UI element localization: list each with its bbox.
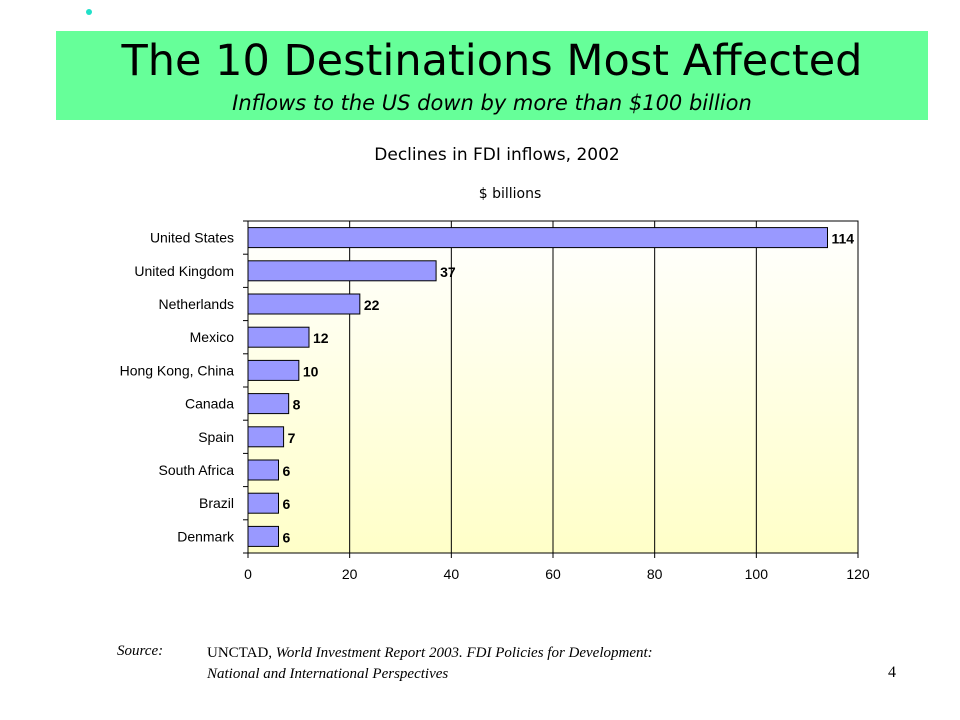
category-label: South Africa	[159, 462, 235, 478]
data-label: 7	[288, 430, 296, 446]
x-tick-label: 20	[342, 566, 358, 582]
slide-subtitle: Inflows to the US down by more than $100…	[232, 91, 752, 115]
bar	[247, 227, 828, 249]
bullet-marker	[86, 9, 92, 15]
source-report-line2: National and International Perspectives	[207, 666, 449, 682]
data-label: 37	[440, 264, 456, 280]
category-label: United Kingdom	[134, 263, 234, 279]
source-report-line1: World Investment Report 2003. FDI Polici…	[275, 645, 653, 661]
category-label: Spain	[198, 429, 234, 445]
category-label: Mexico	[190, 329, 235, 345]
data-label: 10	[303, 363, 319, 379]
bar	[247, 525, 279, 547]
data-label: 12	[313, 330, 329, 346]
x-tick-label: 40	[444, 566, 460, 582]
data-label: 114	[832, 231, 855, 247]
category-label: Netherlands	[159, 296, 235, 312]
x-tick-label: 60	[545, 566, 561, 582]
chart-title: Declines in FDI inflows, 2002	[374, 145, 620, 165]
slide-title: The 10 Destinations Most Affected	[121, 36, 863, 86]
page-number: 4	[888, 664, 896, 681]
category-label: United States	[150, 230, 234, 246]
category-label: Hong Kong, China	[120, 362, 235, 378]
source-org: UNCTAD,	[207, 645, 273, 661]
source-label: Source:	[117, 643, 164, 659]
x-tick-label: 120	[846, 566, 870, 582]
data-label: 22	[364, 297, 380, 313]
bar	[247, 293, 361, 315]
bar	[247, 393, 290, 415]
data-label: 6	[283, 529, 291, 545]
x-tick-label: 0	[244, 566, 252, 582]
title-band: The 10 Destinations Most Affected Inflow…	[56, 31, 928, 120]
bar	[247, 426, 285, 448]
category-label: Denmark	[177, 528, 235, 544]
data-label: 6	[283, 463, 291, 479]
bar	[247, 492, 279, 514]
bar	[247, 326, 310, 348]
x-tick-label: 80	[647, 566, 663, 582]
bar	[247, 260, 437, 282]
bar	[247, 359, 300, 381]
chart-unit-label: $ billions	[478, 186, 542, 202]
category-label: Canada	[185, 396, 234, 412]
data-label: 6	[283, 496, 291, 512]
source-citation: UNCTAD, World Investment Report 2003. FD…	[207, 643, 847, 685]
category-label: Brazil	[199, 495, 234, 511]
bar	[247, 459, 279, 481]
x-tick-label: 100	[745, 566, 769, 582]
data-label: 8	[293, 397, 301, 413]
